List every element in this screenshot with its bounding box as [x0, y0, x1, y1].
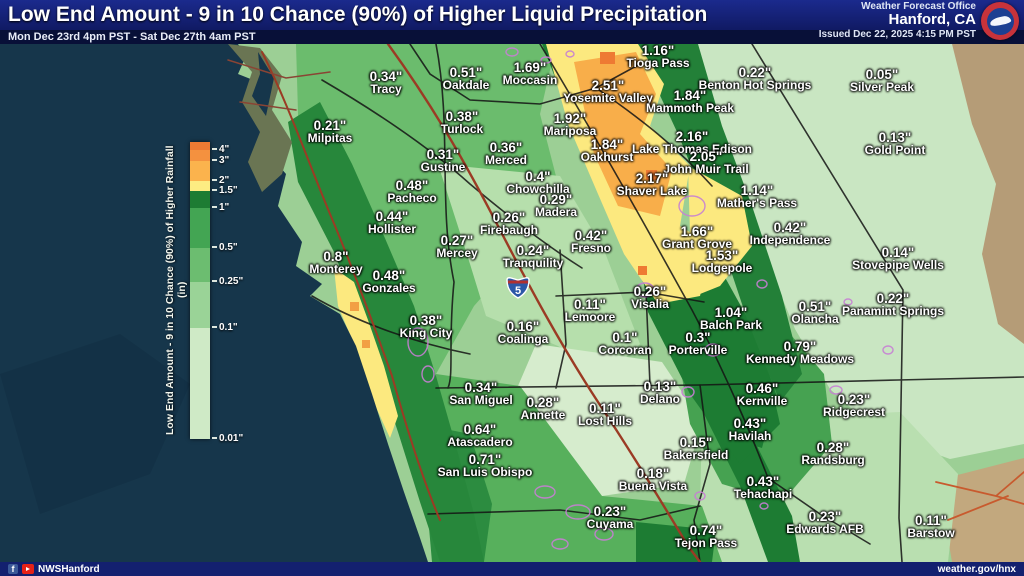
nws-logo-bird-icon [988, 14, 1012, 27]
interstate-5-shield: 5 [506, 277, 530, 299]
precip-legend: Low End Amount - 9 in 10 Chance (90%) of… [164, 134, 252, 456]
legend-tick-labels: 4" 3" 2" 1.5" 1" 0.5" 0.25" 0.1" 0.01" [212, 142, 252, 444]
legend-color-segment [190, 150, 210, 161]
legend-color-segment [190, 191, 210, 208]
legend-color-segment [190, 328, 210, 439]
page-title: Low End Amount - 9 in 10 Chance (90%) of… [8, 3, 708, 26]
subtitle-bar: Mon Dec 23rd 4pm PST - Sat Dec 27th 4am … [0, 30, 1024, 44]
legend-color-segment [190, 208, 210, 248]
footer-bar: f NWSHanford weather.gov/hnx [0, 562, 1024, 576]
legend-color-segment [190, 282, 210, 328]
legend-tick-label: 1.5" [212, 185, 238, 196]
legend-tick-label: 3" [212, 155, 229, 166]
legend-tick-label: 0.5" [212, 242, 238, 253]
issued-timestamp: Issued Dec 22, 2025 4:15 PM PST [818, 29, 976, 40]
legend-color-bar [190, 142, 210, 439]
legend-tick-label: 0.1" [212, 322, 238, 333]
office-block: Weather Forecast Office Hanford, CA Issu… [819, 1, 976, 41]
facebook-icon: f [8, 564, 18, 574]
nws-logo-inner [986, 7, 1014, 35]
header: Low End Amount - 9 in 10 Chance (90%) of… [0, 0, 1024, 44]
valid-period: Mon Dec 23rd 4pm PST - Sat Dec 27th 4am … [8, 31, 256, 43]
social-handle: NWSHanford [38, 563, 100, 575]
office-label: Weather Forecast Office [861, 1, 976, 12]
legend-tick-label: 0.25" [212, 276, 243, 287]
website-url: weather.gov/hnx [937, 563, 1016, 575]
legend-color-segment [190, 181, 210, 191]
legend-tick-label: 2" [212, 175, 229, 186]
legend-color-segment [190, 248, 210, 282]
footer-social: f NWSHanford [8, 564, 100, 575]
legend-color-segment [190, 161, 210, 181]
nws-logo [981, 2, 1019, 40]
precipitation-map: 5 [0, 44, 1024, 562]
youtube-icon [22, 564, 34, 574]
title-bar: Low End Amount - 9 in 10 Chance (90%) of… [0, 0, 1024, 30]
map-canvas: 5 [0, 44, 1024, 562]
legend-title: Low End Amount - 9 in 10 Chance (90%) of… [164, 145, 188, 435]
office-name: Hanford, CA [888, 11, 977, 28]
legend-tick-label: 1" [212, 202, 229, 213]
interstate-number: 5 [515, 285, 521, 297]
legend-tick-label: 4" [212, 144, 229, 155]
legend-tick-label: 0.01" [212, 433, 243, 444]
legend-color-segment [190, 142, 210, 150]
